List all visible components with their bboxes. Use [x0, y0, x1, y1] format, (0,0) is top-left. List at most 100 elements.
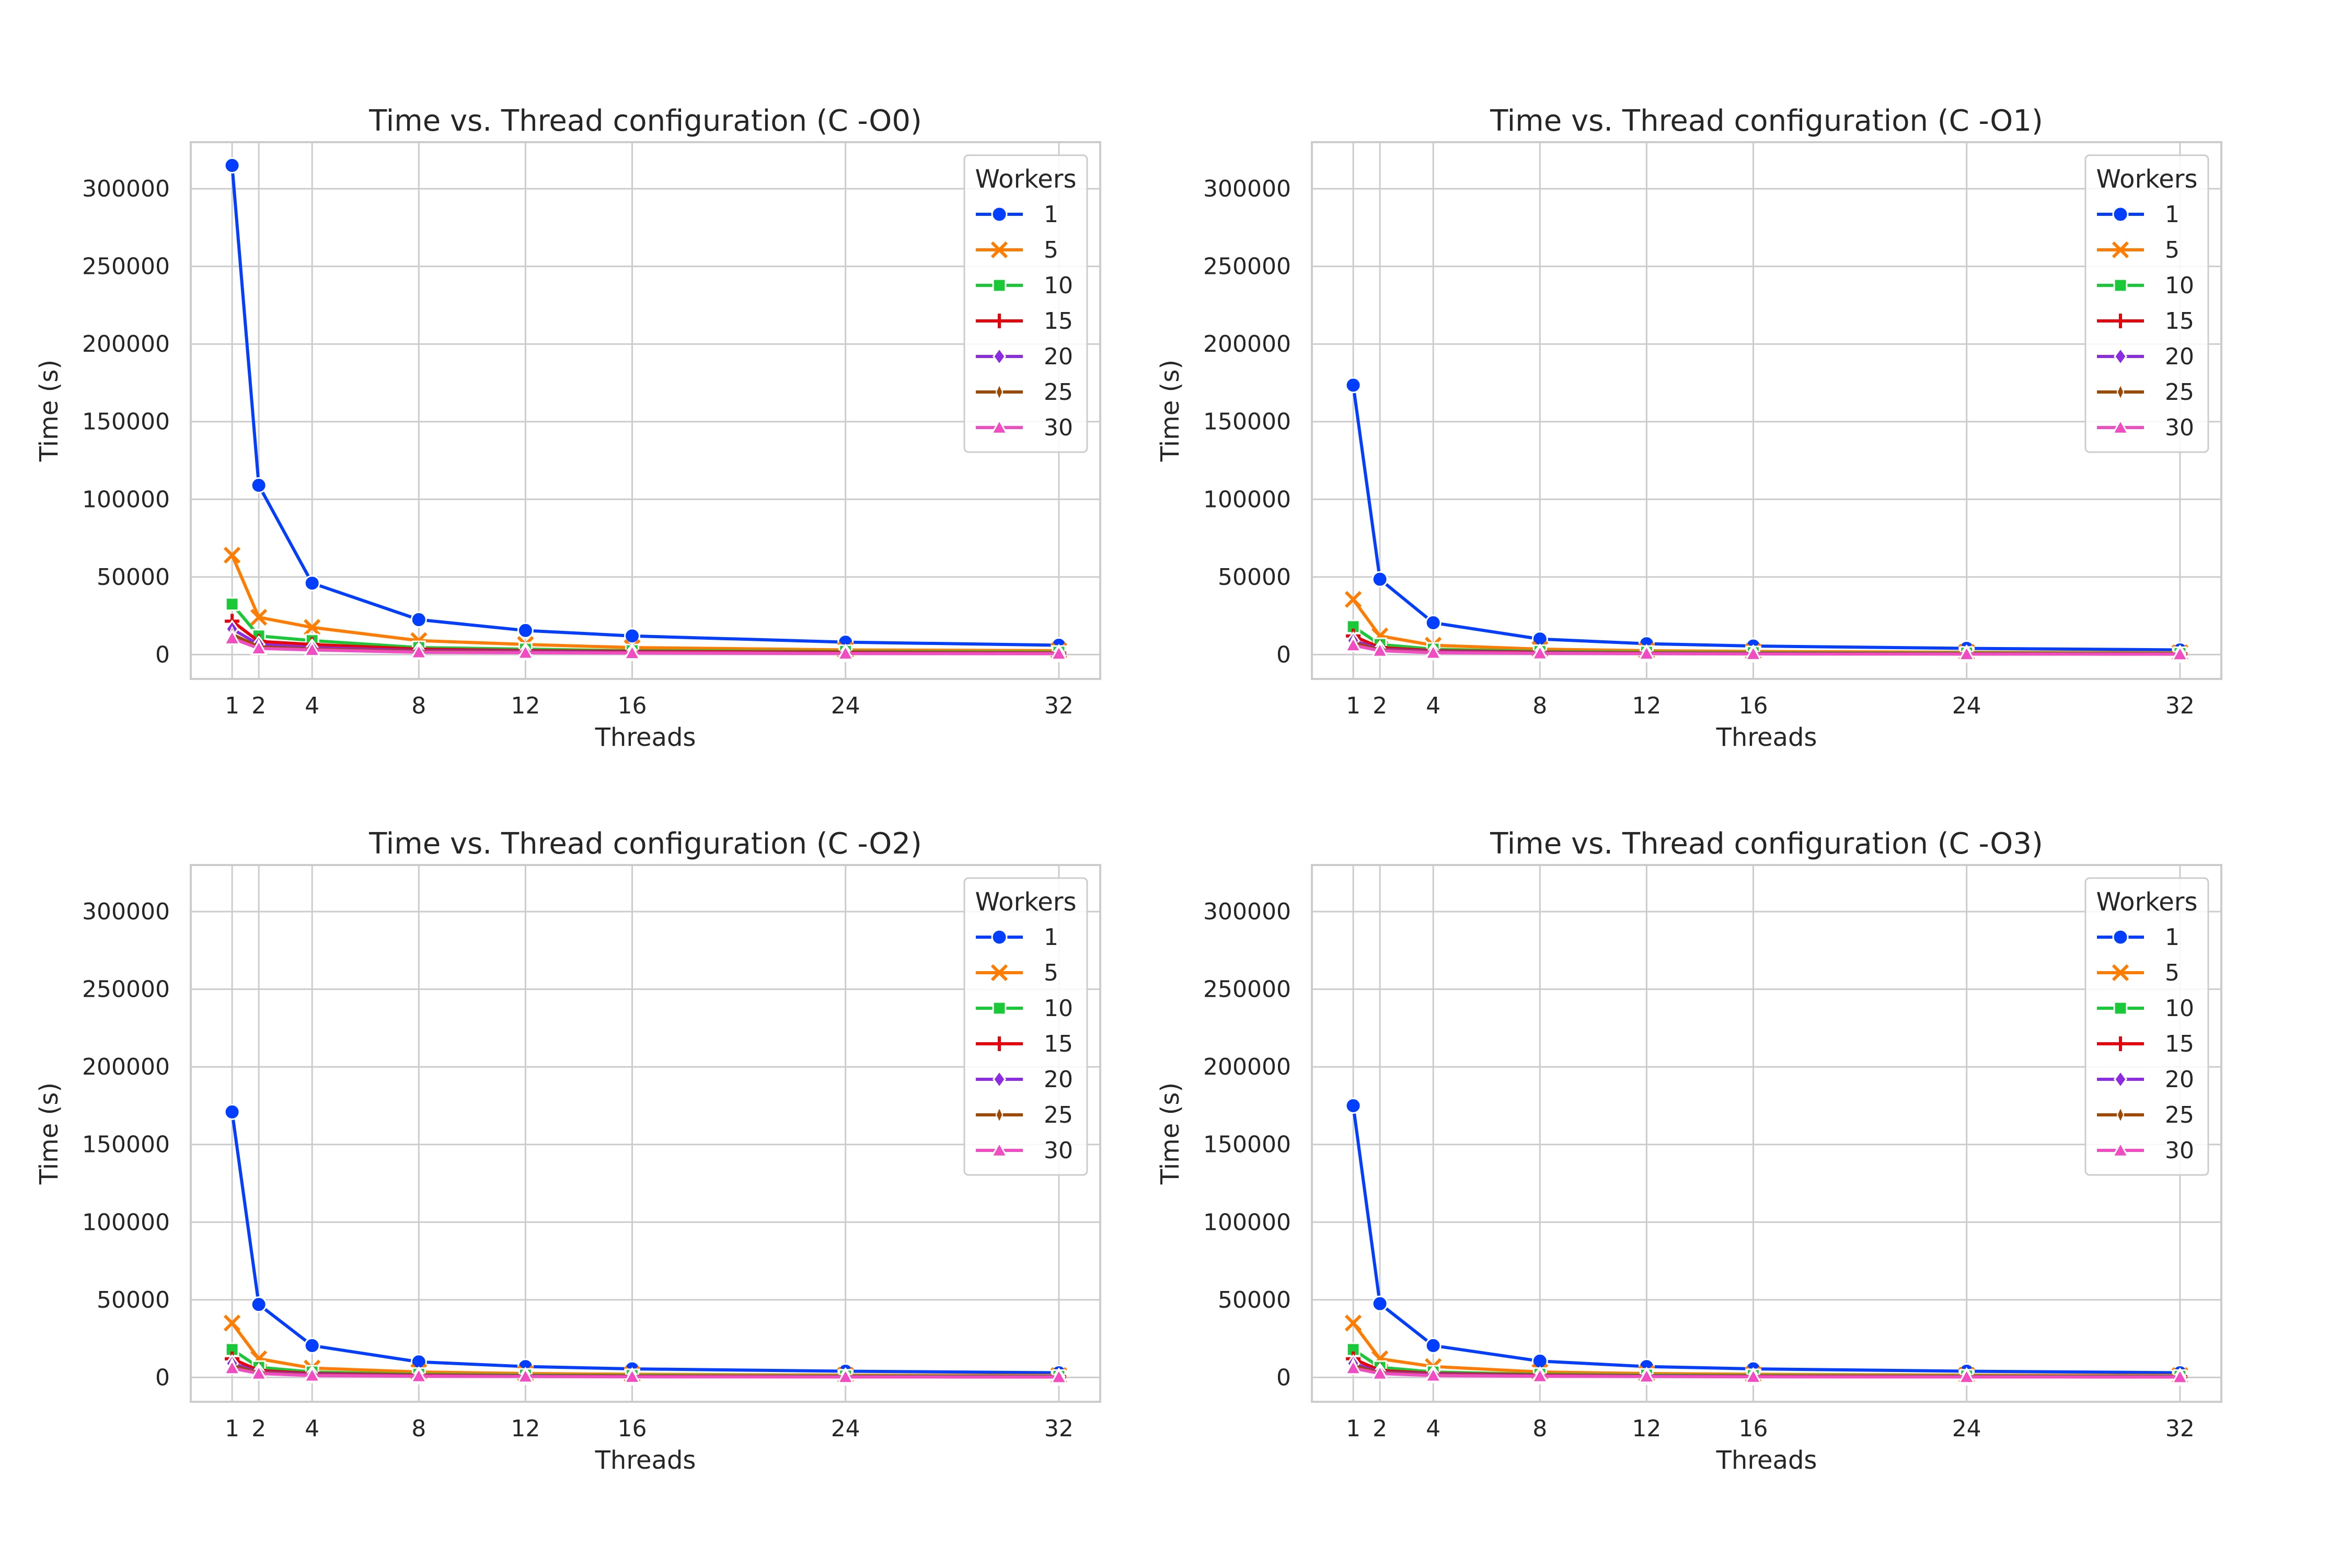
x-tick-label: 4 [305, 693, 319, 719]
legend-marker [992, 1036, 1007, 1051]
legend-marker [995, 1106, 1004, 1124]
y-tick-label: 0 [155, 641, 170, 668]
data-point [2171, 645, 2189, 661]
legend-marker [995, 383, 1004, 401]
x-axis-label: Threads [595, 723, 696, 752]
legend-title: Workers [975, 887, 1076, 917]
data-point [303, 1366, 321, 1382]
legend-marker [2112, 1141, 2129, 1157]
legend-item: 10 [976, 995, 1073, 1022]
data-point [1638, 644, 1655, 661]
legend-item: 10 [976, 272, 1073, 299]
data-point [837, 1368, 855, 1384]
series-line [230, 1111, 1059, 1375]
x-tick-label: 4 [1426, 1415, 1440, 1442]
legend-item: 5 [976, 960, 1058, 986]
legend-label: 10 [1044, 995, 1073, 1022]
chart-panel-0: 1 2 4 8 12 16 24 320500001000001500002000002500… [34, 104, 1101, 752]
legend-item: 5 [2097, 237, 2180, 263]
y-axis-label: Time (s) [34, 360, 64, 462]
legend-item: 10 [2097, 272, 2194, 299]
legend-label: 25 [2165, 379, 2194, 406]
data-point [1424, 643, 1442, 660]
data-point [1531, 644, 1549, 660]
data-point [304, 1337, 320, 1354]
data-point [623, 644, 641, 660]
legend-marker [2113, 1070, 2128, 1089]
x-tick-label: 16 [617, 1415, 647, 1442]
y-tick-label: 200000 [82, 1054, 170, 1080]
legend-marker [2116, 383, 2125, 401]
legend-label: 1 [2165, 924, 2180, 951]
data-point [517, 622, 534, 639]
series-30 [1344, 636, 2189, 661]
y-tick-label: 300000 [82, 898, 170, 925]
x-tick-label: 8 [1532, 693, 1547, 719]
y-tick-label: 50000 [97, 564, 170, 591]
legend-item: 10 [2097, 995, 2194, 1022]
series-line [1353, 1366, 2180, 1379]
data-point [250, 1296, 267, 1313]
legend-marker [2112, 241, 2129, 259]
legend-label: 5 [1044, 237, 1058, 263]
legend-marker [991, 929, 1008, 946]
data-point [1371, 1364, 1389, 1380]
legend-marker [2112, 929, 2129, 946]
x-tick-label: 1 [1346, 1415, 1361, 1442]
chart-panel-1: 1 2 4 8 12 16 24 320500001000001500002000002500… [1156, 104, 2222, 752]
data-point [224, 1103, 240, 1120]
legend-title: Workers [2096, 165, 2197, 194]
data-point [250, 1364, 268, 1380]
y-tick-label: 100000 [1203, 1209, 1291, 1236]
y-tick-label: 150000 [82, 1132, 170, 1158]
y-tick-label: 100000 [82, 486, 170, 513]
legend-item: 15 [2097, 1031, 2194, 1057]
series-line [232, 1366, 1059, 1379]
legend-marker [2112, 964, 2129, 982]
x-tick-label: 12 [511, 1415, 540, 1442]
legend-marker [2113, 314, 2128, 328]
legend-box [963, 154, 1088, 453]
x-axis-label: Threads [595, 1446, 696, 1475]
data-point [1371, 1295, 1388, 1312]
data-point [1344, 636, 1362, 652]
plot-area [191, 865, 1100, 1402]
legend-marker [990, 1141, 1008, 1157]
y-tick-label: 250000 [82, 253, 170, 280]
data-point [1744, 645, 1762, 661]
series-1 [224, 157, 1067, 654]
data-point [250, 477, 267, 494]
data-point [303, 641, 321, 657]
legend-item: 20 [2097, 1066, 2194, 1093]
data-point [223, 629, 241, 645]
data-point [1371, 641, 1389, 658]
y-axis-label: Time (s) [1156, 360, 1185, 462]
legend-marker [990, 964, 1008, 982]
x-tick-label: 16 [1738, 693, 1768, 719]
data-point [623, 1368, 641, 1383]
x-tick-label: 1 [225, 693, 239, 719]
series-30 [223, 1359, 1068, 1384]
legend-item: 5 [2097, 960, 2180, 986]
legend-label: 25 [1044, 379, 1073, 406]
chart-panel-2: 1 2 4 8 12 16 24 320500001000001500002000002500… [34, 827, 1101, 1475]
legend-item: 20 [976, 343, 1073, 370]
legend-marker [2113, 347, 2128, 366]
series-line [232, 637, 1059, 655]
legend-item: 5 [976, 237, 1058, 263]
plot-frame [1311, 141, 2222, 680]
legend-item: 25 [976, 379, 1073, 406]
data-point [1344, 591, 1362, 608]
x-tick-label: 4 [305, 1415, 319, 1442]
data-point [1425, 614, 1442, 631]
legend-item: 1 [2097, 201, 2180, 228]
legend-marker [2112, 418, 2129, 434]
x-tick-label: 24 [1952, 1415, 1981, 1442]
y-axis-label: Time (s) [34, 1082, 64, 1185]
chart-title: Time vs. Thread configuration (C -O3) [1490, 827, 2043, 861]
legend-item: 30 [2097, 1137, 2194, 1164]
y-tick-label: 100000 [1203, 486, 1291, 513]
legend-item: 1 [2097, 924, 2180, 951]
